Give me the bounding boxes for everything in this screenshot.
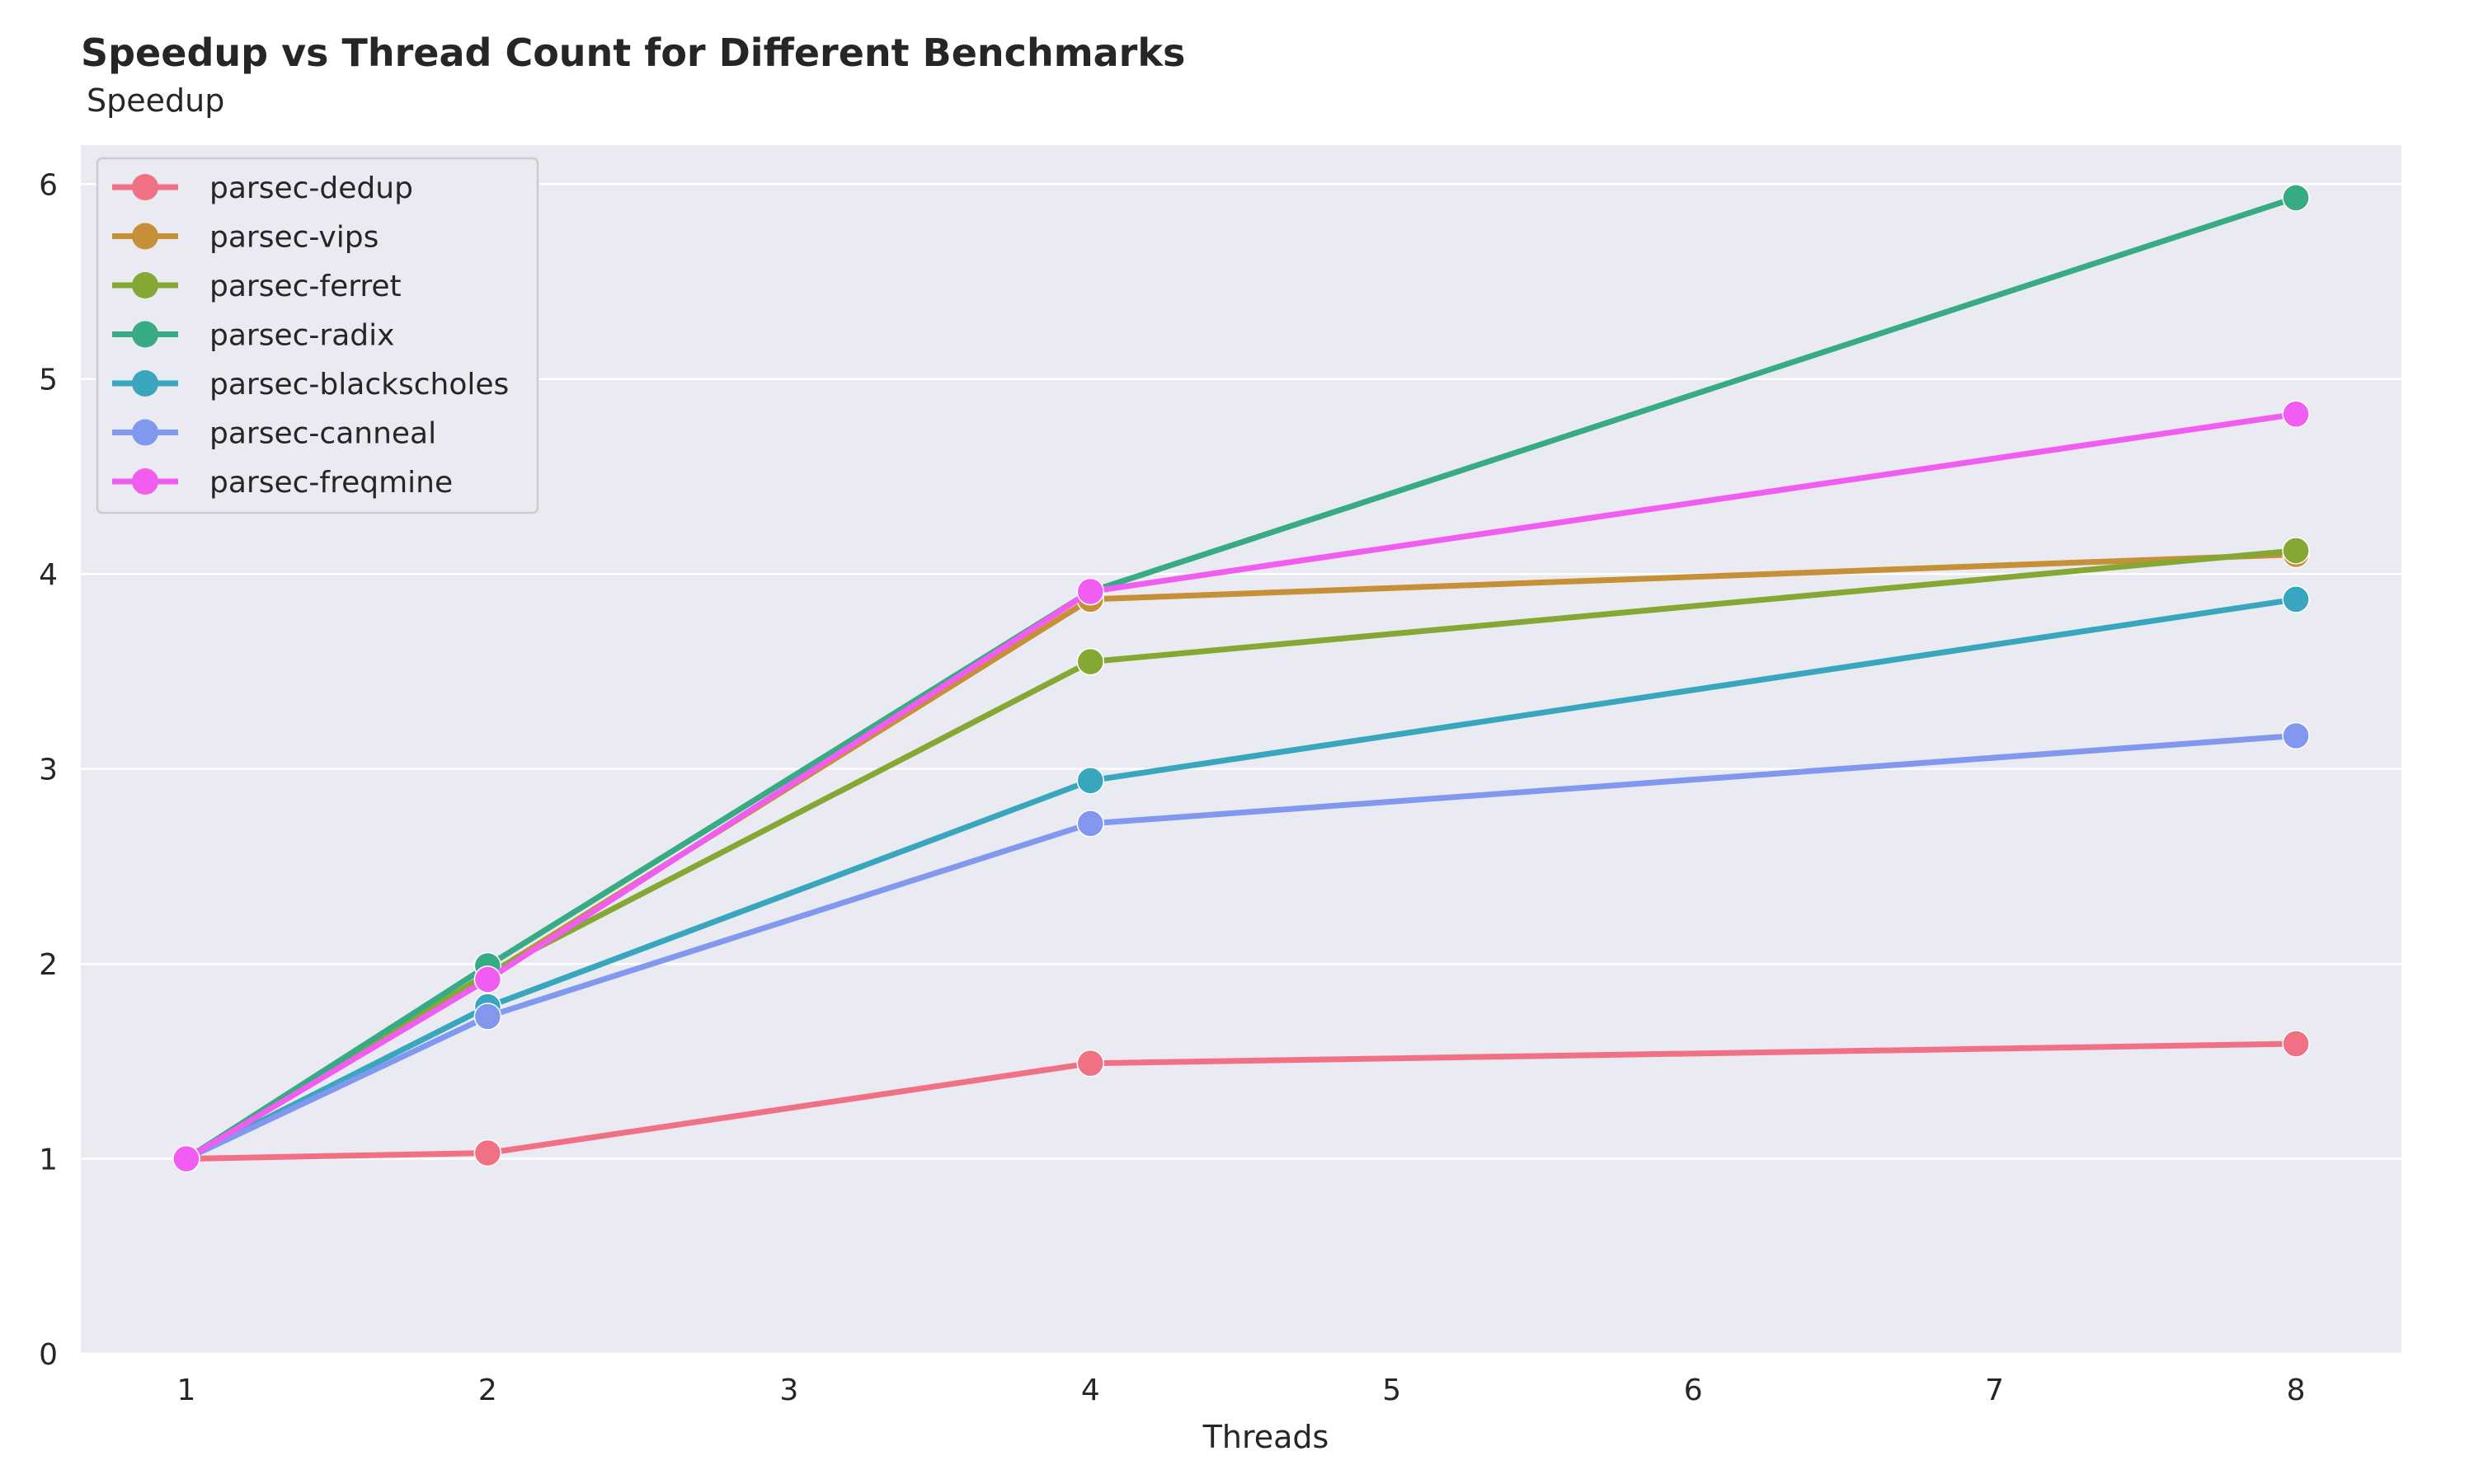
series-line [183,732,2299,1162]
chart-title: Speedup vs Thread Count for Different Be… [81,31,1185,75]
data-point [2282,184,2310,212]
grid-lines [81,183,2401,1355]
series-line [183,596,2299,1162]
legend-item: parsec-vips [112,221,379,255]
x-ticks: 1 2 3 4 5 6 7 8 [176,1374,2305,1407]
x-tick-label: 2 [478,1374,497,1407]
y-tick-label: 3 [39,754,58,787]
series-parsec-freqmine [172,400,2310,1173]
data-point [473,1003,502,1031]
legend-label: parsec-vips [209,221,379,255]
legend-label: parsec-dedup [209,171,413,205]
data-point [1076,577,1105,606]
legend-marker [132,370,158,397]
legend-item: parsec-canneal [112,417,436,451]
legend: parsec-dedup parsec-vips parsec-ferret pars… [96,157,539,514]
data-point [2282,537,2310,565]
series-line [183,411,2299,1162]
x-axis-label: Threads [1202,1419,1329,1455]
data-point [1076,1049,1105,1078]
data-point [2282,400,2310,429]
data-point [473,965,502,993]
x-tick-label: 7 [1985,1374,2004,1407]
x-tick-label: 6 [1684,1374,1703,1407]
data-point [2282,721,2310,750]
legend-label: parsec-ferret [209,270,402,303]
data-point [473,1139,502,1167]
y-tick-label: 4 [39,558,58,592]
x-tick-label: 1 [176,1374,195,1407]
y-ticks: 0 1 2 3 4 5 6 [39,168,58,1372]
legend-marker [132,223,158,250]
y-tick-label: 5 [39,364,58,397]
legend-label: parsec-canneal [209,417,436,451]
legend-label: parsec-freqmine [209,466,453,500]
legend-box [96,157,539,514]
legend-marker [132,321,158,348]
series-line [183,195,2299,1162]
x-tick-label: 5 [1382,1374,1401,1407]
legend-item: parsec-freqmine [112,466,453,500]
legend-marker [132,272,158,298]
legend-label: parsec-radix [209,319,394,353]
y-axis-label: Speedup [87,82,224,119]
x-tick-label: 8 [2287,1374,2306,1407]
y-tick-label: 1 [39,1144,58,1177]
legend-marker [132,468,158,495]
data-point [1076,647,1105,676]
legend-label: parsec-blackscholes [209,368,509,402]
x-tick-label: 3 [779,1374,798,1407]
y-tick-label: 2 [39,948,58,982]
series-group [172,184,2310,1173]
legend-item: parsec-ferret [112,270,402,303]
x-tick-label: 4 [1081,1374,1100,1407]
data-point [1076,767,1105,795]
legend-item: parsec-radix [112,319,394,353]
legend-item: parsec-blackscholes [112,368,509,402]
y-tick-label: 0 [39,1338,58,1372]
data-point [2282,585,2310,613]
data-point [172,1144,200,1173]
series-line [183,1040,2299,1162]
legend-item: parsec-dedup [112,171,413,205]
legend-marker [132,419,158,446]
data-point [1076,810,1105,838]
y-tick-label: 6 [39,168,58,202]
legend-marker [132,174,158,200]
data-point [2282,1030,2310,1058]
